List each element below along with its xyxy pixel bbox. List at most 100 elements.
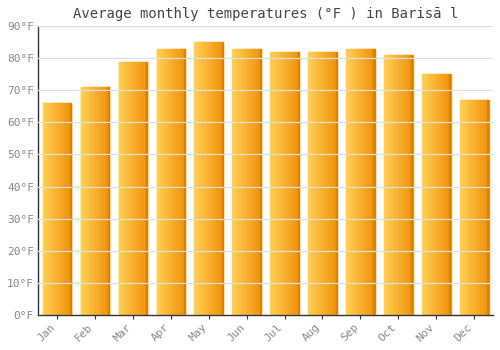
- Bar: [166, 49, 168, 315]
- Bar: [357, 49, 358, 315]
- Bar: [165, 49, 166, 315]
- Bar: [335, 52, 336, 315]
- Bar: [374, 49, 375, 315]
- Bar: [57, 103, 58, 315]
- Bar: [406, 55, 407, 315]
- Bar: [363, 49, 364, 315]
- Bar: [107, 87, 108, 315]
- Bar: [319, 52, 320, 315]
- Bar: [49, 103, 50, 315]
- Bar: [232, 49, 234, 315]
- Bar: [435, 74, 436, 315]
- Bar: [404, 55, 405, 315]
- Bar: [158, 49, 160, 315]
- Bar: [108, 87, 110, 315]
- Bar: [46, 103, 48, 315]
- Bar: [470, 100, 472, 315]
- Bar: [106, 87, 108, 315]
- Bar: [308, 52, 309, 315]
- Bar: [248, 49, 249, 315]
- Bar: [311, 52, 312, 315]
- Bar: [48, 103, 50, 315]
- Bar: [347, 49, 348, 315]
- Bar: [199, 42, 200, 315]
- Bar: [208, 42, 209, 315]
- Bar: [216, 42, 218, 315]
- Bar: [359, 49, 360, 315]
- Bar: [298, 52, 299, 315]
- Bar: [217, 42, 218, 315]
- Bar: [312, 52, 314, 315]
- Bar: [198, 42, 199, 315]
- Bar: [211, 42, 212, 315]
- Bar: [425, 74, 426, 315]
- Bar: [367, 49, 368, 315]
- Bar: [276, 52, 278, 315]
- Bar: [136, 62, 138, 315]
- Bar: [424, 74, 425, 315]
- Bar: [384, 55, 385, 315]
- Bar: [387, 55, 388, 315]
- Bar: [121, 62, 122, 315]
- Bar: [233, 49, 234, 315]
- Bar: [182, 49, 183, 315]
- Bar: [221, 42, 222, 315]
- Bar: [161, 49, 162, 315]
- Bar: [422, 74, 424, 315]
- Bar: [336, 52, 337, 315]
- Bar: [362, 49, 364, 315]
- Bar: [218, 42, 220, 315]
- Bar: [70, 103, 71, 315]
- Bar: [184, 49, 185, 315]
- Bar: [218, 42, 219, 315]
- Bar: [246, 49, 248, 315]
- Bar: [390, 55, 392, 315]
- Bar: [321, 52, 322, 315]
- Bar: [270, 52, 271, 315]
- Bar: [238, 49, 239, 315]
- Title: Average monthly temperatures (°F ) in Barisā l: Average monthly temperatures (°F ) in Ba…: [73, 7, 458, 21]
- Bar: [354, 49, 356, 315]
- Bar: [210, 42, 211, 315]
- Bar: [440, 74, 442, 315]
- Bar: [320, 52, 321, 315]
- Bar: [286, 52, 287, 315]
- Bar: [352, 49, 354, 315]
- Bar: [254, 49, 256, 315]
- Bar: [391, 55, 392, 315]
- Bar: [481, 100, 482, 315]
- Bar: [392, 55, 394, 315]
- Bar: [212, 42, 213, 315]
- Bar: [278, 52, 279, 315]
- Bar: [200, 42, 201, 315]
- Bar: [88, 87, 90, 315]
- Bar: [442, 74, 444, 315]
- Bar: [67, 103, 68, 315]
- Bar: [296, 52, 298, 315]
- Bar: [397, 55, 398, 315]
- Bar: [295, 52, 296, 315]
- Bar: [464, 100, 465, 315]
- Bar: [313, 52, 314, 315]
- Bar: [326, 52, 328, 315]
- Bar: [145, 62, 146, 315]
- Bar: [410, 55, 412, 315]
- Bar: [258, 49, 260, 315]
- Bar: [394, 55, 396, 315]
- Bar: [486, 100, 487, 315]
- Bar: [90, 87, 92, 315]
- Bar: [144, 62, 145, 315]
- Bar: [442, 74, 443, 315]
- Bar: [296, 52, 297, 315]
- Bar: [140, 62, 141, 315]
- Bar: [131, 62, 132, 315]
- Bar: [394, 55, 395, 315]
- Bar: [84, 87, 85, 315]
- Bar: [334, 52, 336, 315]
- Bar: [370, 49, 371, 315]
- Bar: [175, 49, 176, 315]
- Bar: [368, 49, 369, 315]
- Bar: [70, 103, 72, 315]
- Bar: [487, 100, 488, 315]
- Bar: [358, 49, 359, 315]
